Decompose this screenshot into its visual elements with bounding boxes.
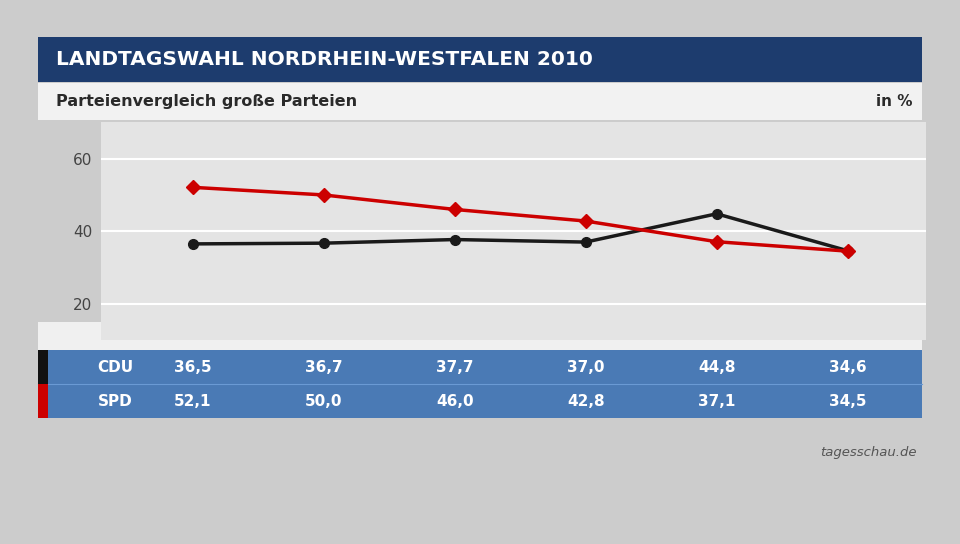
Text: CDU: CDU: [97, 360, 133, 374]
Text: in %: in %: [876, 94, 912, 109]
Text: LANDTAGSWAHL NORDRHEIN-WESTFALEN 2010: LANDTAGSWAHL NORDRHEIN-WESTFALEN 2010: [56, 50, 593, 69]
Text: 1990: 1990: [304, 329, 343, 343]
Text: 44,8: 44,8: [698, 360, 735, 374]
Bar: [38, 37, 922, 82]
Text: 52,1: 52,1: [174, 393, 211, 409]
Text: 2005: 2005: [697, 329, 736, 343]
Bar: [38, 83, 922, 120]
Text: 42,8: 42,8: [566, 393, 605, 409]
Text: Parteienvergleich große Parteien: Parteienvergleich große Parteien: [56, 94, 357, 109]
Text: 36,5: 36,5: [174, 360, 211, 374]
Text: 2010: 2010: [828, 329, 867, 343]
Bar: [38, 322, 922, 350]
Text: 36,7: 36,7: [304, 360, 343, 374]
Bar: [38, 350, 922, 384]
Text: 34,5: 34,5: [829, 393, 867, 409]
Text: 50,0: 50,0: [305, 393, 343, 409]
Text: 1995: 1995: [435, 329, 474, 343]
Text: 1985: 1985: [173, 329, 212, 343]
Text: SPD: SPD: [98, 393, 132, 409]
Bar: [38, 384, 48, 418]
Text: 37,1: 37,1: [698, 393, 735, 409]
Bar: [38, 384, 922, 418]
Text: tagesschau.de: tagesschau.de: [821, 446, 917, 459]
Text: 46,0: 46,0: [436, 393, 473, 409]
Bar: [38, 350, 48, 384]
Text: 37,7: 37,7: [436, 360, 473, 374]
Text: 2000: 2000: [566, 329, 605, 343]
Text: 37,0: 37,0: [567, 360, 605, 374]
Text: 34,6: 34,6: [828, 360, 867, 374]
